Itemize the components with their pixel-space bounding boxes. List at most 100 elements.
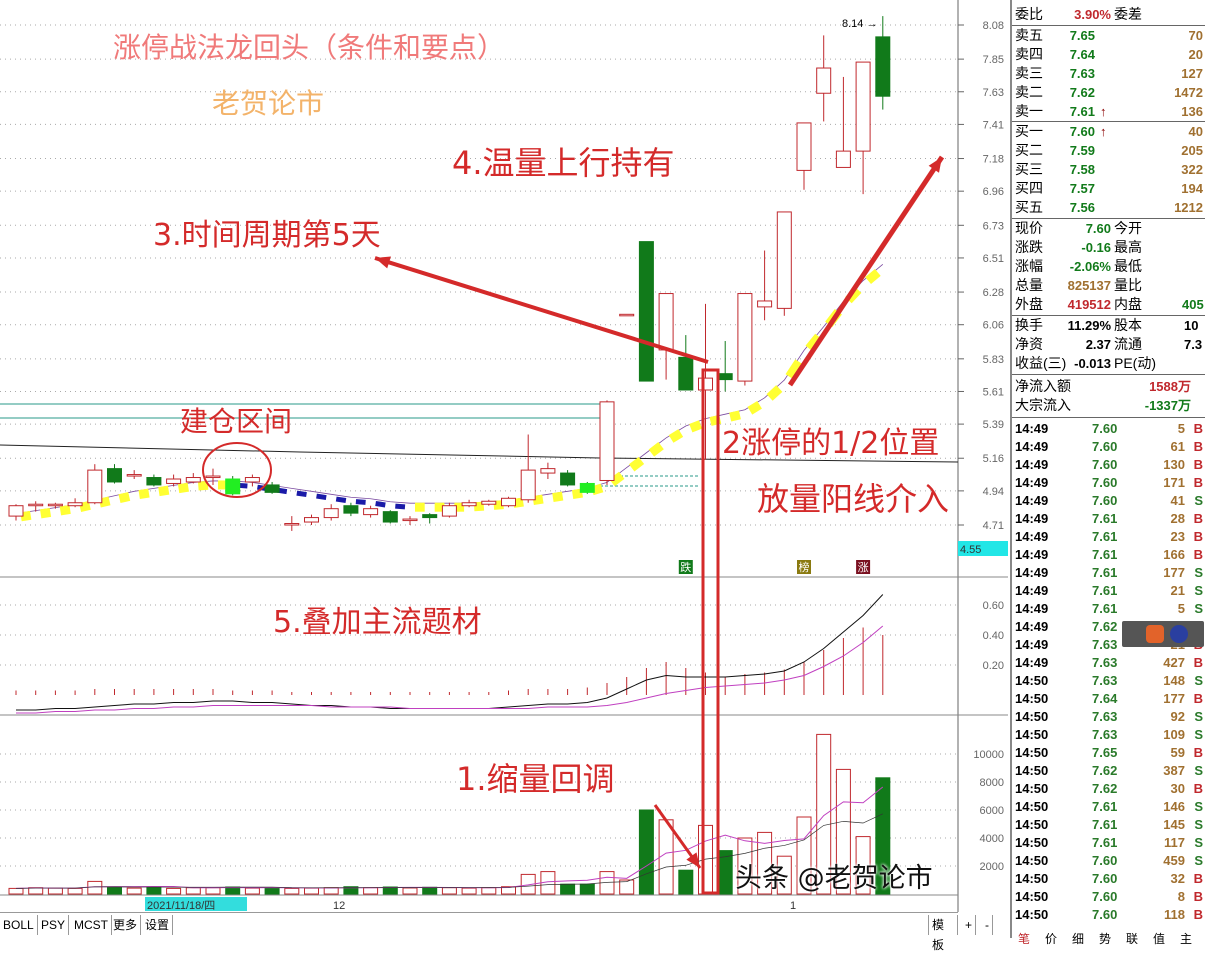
stat-row-cell: 外盘	[1015, 296, 1043, 312]
candle[interactable]	[481, 499, 497, 506]
bottom-tab[interactable]: 价	[1045, 932, 1058, 946]
trade-row-cell: 7.60	[1092, 475, 1118, 490]
flow-row-cell: 大宗流入	[1015, 397, 1071, 413]
price-tick-label: 4.71	[983, 520, 1004, 532]
bid-row-cell: 7.56	[1069, 200, 1095, 215]
candle[interactable]	[638, 241, 654, 382]
volume-bar	[343, 886, 359, 895]
candle[interactable]	[737, 293, 753, 386]
candle[interactable]	[501, 496, 516, 508]
candle[interactable]	[382, 510, 398, 524]
candle[interactable]	[323, 504, 339, 521]
candle-body	[501, 497, 516, 507]
candle[interactable]	[67, 498, 83, 508]
zoom-out-button[interactable]: -	[982, 915, 993, 935]
bottom-tab[interactable]: 笔	[1018, 932, 1031, 946]
candle[interactable]	[441, 502, 457, 518]
sogou-icon[interactable]	[1146, 625, 1164, 643]
bottom-tab[interactable]: 势	[1099, 932, 1112, 946]
candle[interactable]	[343, 502, 359, 517]
volume-bar	[501, 886, 516, 895]
candle[interactable]	[146, 474, 162, 487]
candle[interactable]	[855, 61, 871, 195]
candle[interactable]	[520, 434, 536, 503]
annotation-step2a: 2涨停的1/2位置	[722, 426, 940, 461]
ask-row-cell: 卖一	[1015, 103, 1043, 119]
candle-body	[599, 401, 615, 481]
candle[interactable]	[264, 481, 280, 494]
trade-row-cell: B	[1193, 871, 1203, 886]
trade-row-cell: 171	[1163, 475, 1185, 490]
ime-toolbar[interactable]	[1122, 621, 1204, 647]
trade-row-cell: S	[1194, 583, 1203, 598]
trade-row-cell: S	[1194, 835, 1203, 850]
candle[interactable]	[107, 464, 122, 484]
candle[interactable]	[284, 516, 300, 531]
candle[interactable]	[87, 464, 103, 505]
candle[interactable]	[363, 505, 379, 518]
volume-tick-label: 6000	[980, 805, 1004, 817]
candle[interactable]	[776, 211, 792, 316]
highlight-ellipse	[202, 442, 272, 498]
candle[interactable]	[422, 513, 438, 524]
candle[interactable]	[717, 341, 733, 392]
bottom-tab[interactable]: 值	[1153, 932, 1166, 946]
fund-row-cell: PE(动)	[1114, 355, 1156, 371]
candle[interactable]	[225, 476, 241, 496]
volume-bar	[835, 768, 851, 895]
candle[interactable]	[185, 473, 201, 484]
tab-mcst[interactable]: MCST	[71, 915, 112, 935]
candle[interactable]	[8, 504, 24, 521]
candle[interactable]	[304, 514, 319, 525]
candle[interactable]	[461, 499, 477, 508]
candle[interactable]	[244, 474, 260, 487]
help-icon[interactable]	[1170, 625, 1188, 643]
candle[interactable]	[126, 470, 142, 480]
candle[interactable]	[796, 122, 812, 190]
signal-badge	[797, 560, 811, 574]
candle-body	[619, 313, 635, 317]
candle[interactable]	[166, 474, 182, 487]
template-button[interactable]: 模板	[928, 915, 958, 952]
candle[interactable]	[205, 468, 221, 485]
candle[interactable]	[619, 313, 635, 317]
candle[interactable]	[579, 481, 595, 494]
ma-segment	[40, 507, 52, 519]
bottom-tab[interactable]: 联	[1126, 932, 1139, 946]
candle[interactable]	[540, 462, 556, 480]
trade-row-cell: 7.60	[1092, 421, 1118, 436]
trade-row: 14:50 7.65 59 B	[1014, 743, 1205, 762]
candle[interactable]	[698, 303, 713, 460]
fund-row: 收益(三) -0.013 PE(动)	[1014, 354, 1205, 373]
ask-row-cell: 卖二	[1015, 84, 1043, 100]
trade-row-cell: S	[1194, 709, 1203, 724]
candle[interactable]	[816, 35, 832, 122]
watermark: 头条 @老贺论市	[735, 863, 933, 894]
candle[interactable]	[47, 502, 63, 509]
candle[interactable]	[678, 335, 694, 391]
candle[interactable]	[658, 293, 674, 380]
volume-bar	[284, 887, 300, 895]
candle[interactable]	[835, 76, 851, 168]
bottom-tab[interactable]: 主	[1180, 932, 1193, 946]
kline-chart[interactable]: 8.08 7.85 7.63 7.41 7.18 6.96 6.73 6.51 6.28 6.06…	[0, 0, 1010, 912]
bottom-tab[interactable]: 细	[1072, 932, 1085, 946]
candle[interactable]	[28, 501, 44, 512]
stat-row-cell: 总量	[1015, 277, 1043, 293]
ask-row-cell: 20	[1188, 47, 1203, 62]
trade-row-cell: B	[1193, 439, 1203, 454]
tab-boll[interactable]: BOLL	[0, 915, 38, 935]
trade-row: 14:50 7.62 387 S	[1014, 761, 1205, 780]
candle[interactable]	[875, 16, 891, 110]
candle[interactable]	[599, 400, 615, 485]
candle[interactable]	[560, 470, 576, 487]
volume-tick-label: 8000	[980, 777, 1004, 789]
candle[interactable]	[402, 516, 418, 525]
tab-settings[interactable]: 设置	[142, 915, 174, 935]
ma-segment	[395, 503, 406, 510]
candle-body	[264, 484, 280, 493]
candle[interactable]	[757, 250, 773, 321]
tab-more[interactable]: 更多	[110, 915, 142, 935]
zoom-in-button[interactable]: +	[962, 915, 977, 935]
tab-psy[interactable]: PSY	[38, 915, 70, 935]
